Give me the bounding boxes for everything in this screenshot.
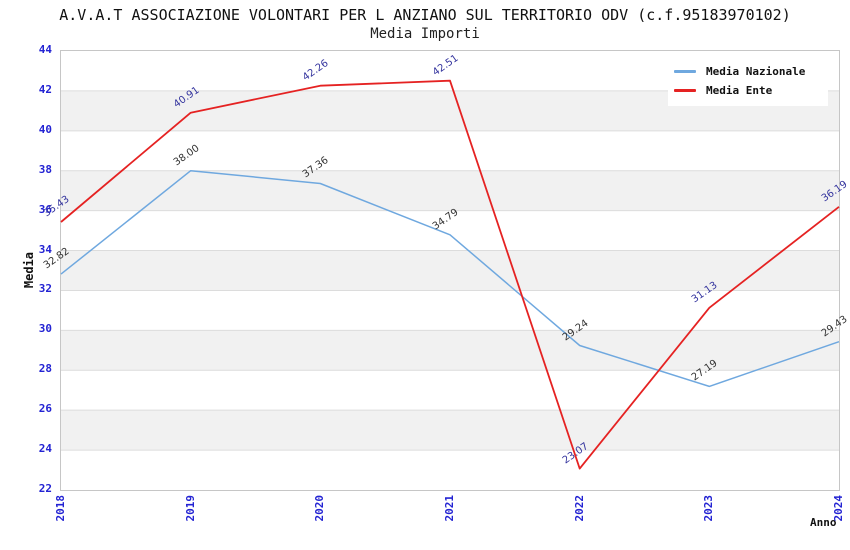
x-tick-label: 2019 bbox=[183, 495, 197, 522]
background-band bbox=[61, 250, 839, 291]
y-axis-title: Media bbox=[22, 252, 36, 288]
y-tick-label: 28 bbox=[38, 362, 52, 376]
legend-label: Media Nazionale bbox=[706, 65, 806, 78]
x-tick-label: 2023 bbox=[702, 495, 716, 522]
x-tick-label: 2022 bbox=[572, 495, 586, 522]
chart-subtitle: Media Importi bbox=[370, 26, 480, 42]
y-tick-label: 38 bbox=[38, 162, 52, 176]
legend-item: Media Nazionale bbox=[674, 63, 820, 80]
x-tick-label: 2020 bbox=[313, 495, 327, 522]
x-tick-label: 2018 bbox=[54, 495, 67, 522]
chart-svg bbox=[60, 79, 840, 470]
y-tick-label: 22 bbox=[38, 482, 52, 495]
x-axis-title: Anno bbox=[810, 516, 837, 529]
series-line-media-ente bbox=[60, 79, 840, 470]
y-tick-label: 34 bbox=[38, 242, 52, 256]
legend-label: Media Ente bbox=[706, 84, 773, 97]
y-tick-label: 42 bbox=[38, 82, 52, 96]
legend-swatch-icon bbox=[674, 70, 696, 73]
background-band bbox=[61, 410, 839, 451]
chart-title: A.V.A.T ASSOCIAZIONE VOLONTARI PER L ANZ… bbox=[59, 6, 791, 24]
background-band bbox=[61, 330, 839, 371]
y-tick-label: 26 bbox=[38, 402, 52, 416]
x-tick-label: 2021 bbox=[443, 495, 456, 522]
y-tick-label: 24 bbox=[38, 442, 52, 456]
y-tick-label: 40 bbox=[38, 122, 52, 136]
y-tick-label: 32 bbox=[38, 282, 52, 296]
x-axis-title-text: Anno bbox=[810, 516, 837, 529]
y-tick-label: 44 bbox=[38, 43, 52, 56]
y-tick-label: 36 bbox=[38, 202, 52, 216]
series-line-media-nazionale bbox=[60, 169, 840, 388]
y-axis-title-text: Media bbox=[22, 252, 36, 289]
legend-item: Media Ente bbox=[674, 82, 820, 99]
legend: Media Nazionale Media Ente bbox=[668, 56, 828, 106]
plot-area bbox=[60, 50, 840, 491]
legend-swatch-icon bbox=[674, 89, 696, 92]
y-tick-label: 30 bbox=[38, 322, 52, 336]
background-band bbox=[61, 170, 839, 211]
